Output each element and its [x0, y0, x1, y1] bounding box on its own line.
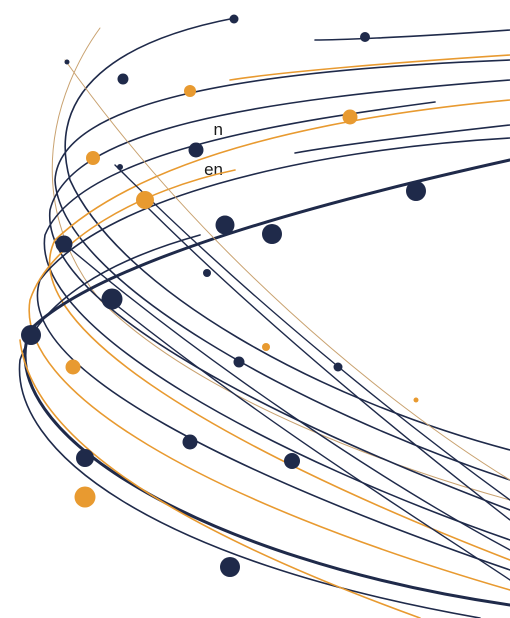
arc-navy-5 [43, 101, 510, 541]
dot-navy [215, 215, 235, 235]
dot-navy [188, 142, 204, 158]
dot-orange [74, 486, 96, 508]
dot-navy [64, 59, 70, 65]
dot-navy [182, 434, 198, 450]
dot-orange [65, 359, 81, 375]
dot-navy [262, 224, 282, 244]
arc-orange-4 [19, 339, 421, 618]
arc-navy-4 [49, 79, 510, 511]
arc-navy-3 [54, 59, 510, 481]
dot-navy [406, 181, 426, 201]
dot-orange [86, 151, 100, 165]
diag-navy-2 [139, 199, 510, 521]
dot-orange [184, 85, 196, 97]
dot-navy [333, 362, 343, 372]
arc-navy-8 [18, 234, 481, 618]
dot-orange [342, 109, 358, 125]
dot-navy [233, 356, 245, 368]
dot-navy [360, 32, 370, 42]
arc-navy-7 [36, 137, 510, 571]
dot-orange [262, 343, 270, 351]
cut-off-text-line-1: n [213, 120, 223, 139]
arc-navy-6 [294, 124, 510, 154]
dot-navy [55, 235, 73, 253]
dot-navy [21, 325, 41, 345]
arc-navy-1 [64, 17, 510, 451]
arc-navy-2 [314, 29, 510, 41]
dot-orange [413, 397, 419, 403]
dot-orange [136, 191, 154, 209]
dot-navy [220, 557, 240, 577]
diag-tan [64, 59, 510, 481]
dot-navy [117, 164, 123, 170]
dot-navy [117, 73, 129, 85]
dot-navy [284, 453, 300, 469]
dot-navy [76, 449, 94, 467]
dot-navy [229, 14, 239, 24]
arc-orange-1 [229, 54, 510, 81]
diag-navy-3 [59, 239, 510, 551]
dot-navy [101, 288, 123, 310]
arc-orange-2 [48, 99, 510, 561]
diag-navy-1 [114, 164, 510, 501]
diag-navy-4 [109, 299, 510, 581]
dot-navy [203, 269, 211, 277]
